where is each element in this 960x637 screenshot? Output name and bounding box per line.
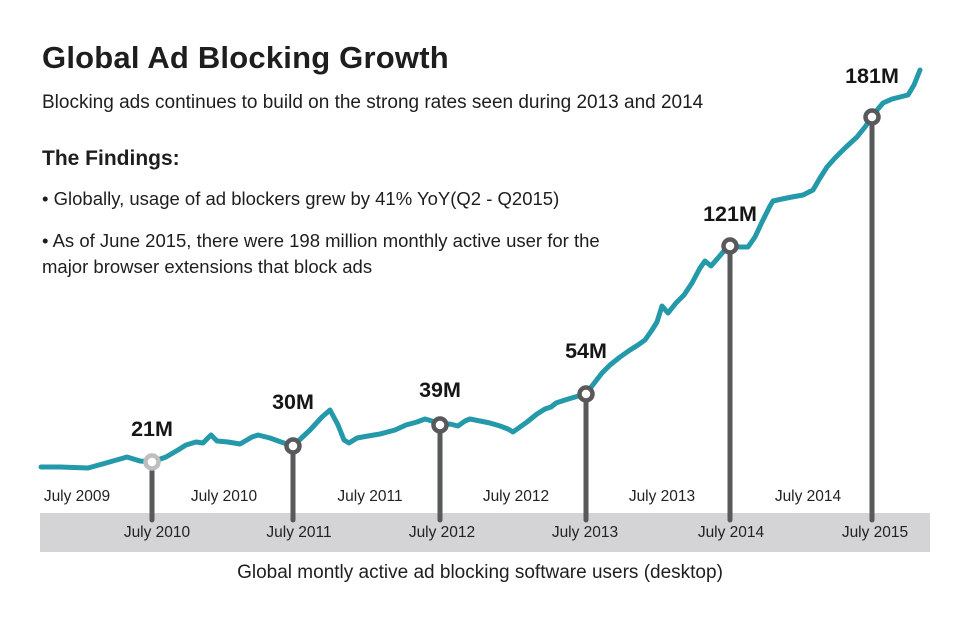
x-axis-label-band: July 2012 xyxy=(408,524,476,541)
chart-caption: Global montly active ad blocking softwar… xyxy=(237,562,723,583)
x-axis-label-band: July 2013 xyxy=(551,524,619,541)
x-axis-label-top: July 2012 xyxy=(482,488,550,505)
data-point-value-label: 21M xyxy=(131,417,173,441)
x-axis-label-top: July 2011 xyxy=(337,488,403,505)
data-point-marker xyxy=(431,416,449,434)
x-axis-band xyxy=(40,513,930,552)
x-axis-label-band: July 2010 xyxy=(123,524,191,541)
x-axis-label-band: July 2014 xyxy=(697,524,765,541)
data-point-value-label: 39M xyxy=(419,378,461,402)
data-point-marker xyxy=(577,385,595,403)
page-title: Global Ad Blocking Growth xyxy=(42,40,449,75)
x-axis-label-top: July 2013 xyxy=(628,488,696,505)
data-point-marker xyxy=(721,237,739,255)
x-axis-label-band: July 2015 xyxy=(841,524,909,541)
trend-line xyxy=(38,67,923,471)
x-axis-label-top: July 2009 xyxy=(43,488,111,505)
data-point-marker xyxy=(284,437,302,455)
data-point-value-label: 54M xyxy=(565,339,607,363)
subtitle: Blocking ads continues to build on the s… xyxy=(42,92,704,113)
data-point-marker xyxy=(143,453,161,471)
x-axis-label-band: July 2011 xyxy=(266,524,332,541)
finding-bullet-1: • Globally, usage of ad blockers grew by… xyxy=(42,188,560,209)
findings-heading: The Findings: xyxy=(42,147,180,170)
finding-bullet-2: • As of June 2015, there were 198 millio… xyxy=(42,230,600,277)
x-axis-label-top: July 2010 xyxy=(190,488,258,505)
data-point-value-label: 121M xyxy=(703,202,757,226)
data-point-value-label: 30M xyxy=(272,390,314,414)
data-point-marker xyxy=(863,108,881,126)
x-axis-label-top: July 2014 xyxy=(774,488,842,505)
data-point-value-label: 181M xyxy=(845,64,899,88)
